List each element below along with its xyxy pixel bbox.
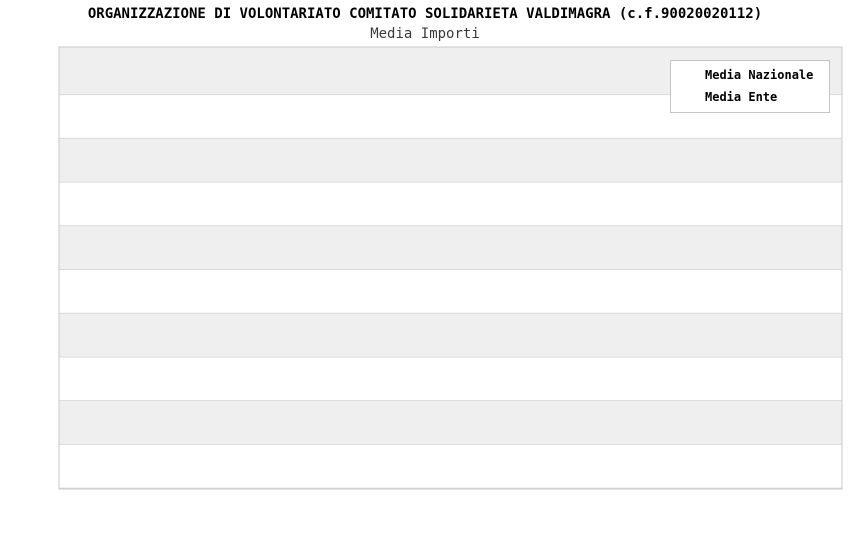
legend-swatch-red-line-icon: [681, 96, 697, 99]
grid-band: [59, 269, 842, 314]
legend-label: Media Ente: [705, 90, 778, 104]
legend: Media Nazionale Media Ente: [670, 60, 830, 113]
grid-band: [59, 444, 842, 489]
chart-title: ORGANIZZAZIONE DI VOLONTARIATO COMITATO …: [87, 6, 763, 22]
grid-band: [59, 138, 842, 183]
legend-swatch-blue-line-icon: [681, 74, 697, 77]
legend-item-media-nazionale: Media Nazionale: [681, 68, 819, 82]
grid-band: [59, 182, 842, 226]
plot-border: [58, 46, 843, 490]
chart-subtitle: Media Importi: [370, 26, 480, 42]
grid-band: [59, 356, 842, 401]
grid-band: [59, 225, 842, 270]
legend-item-media-ente: Media Ente: [681, 90, 819, 104]
legend-label: Media Nazionale: [705, 68, 814, 82]
grid-band: [59, 313, 842, 357]
grid-band: [59, 400, 842, 445]
